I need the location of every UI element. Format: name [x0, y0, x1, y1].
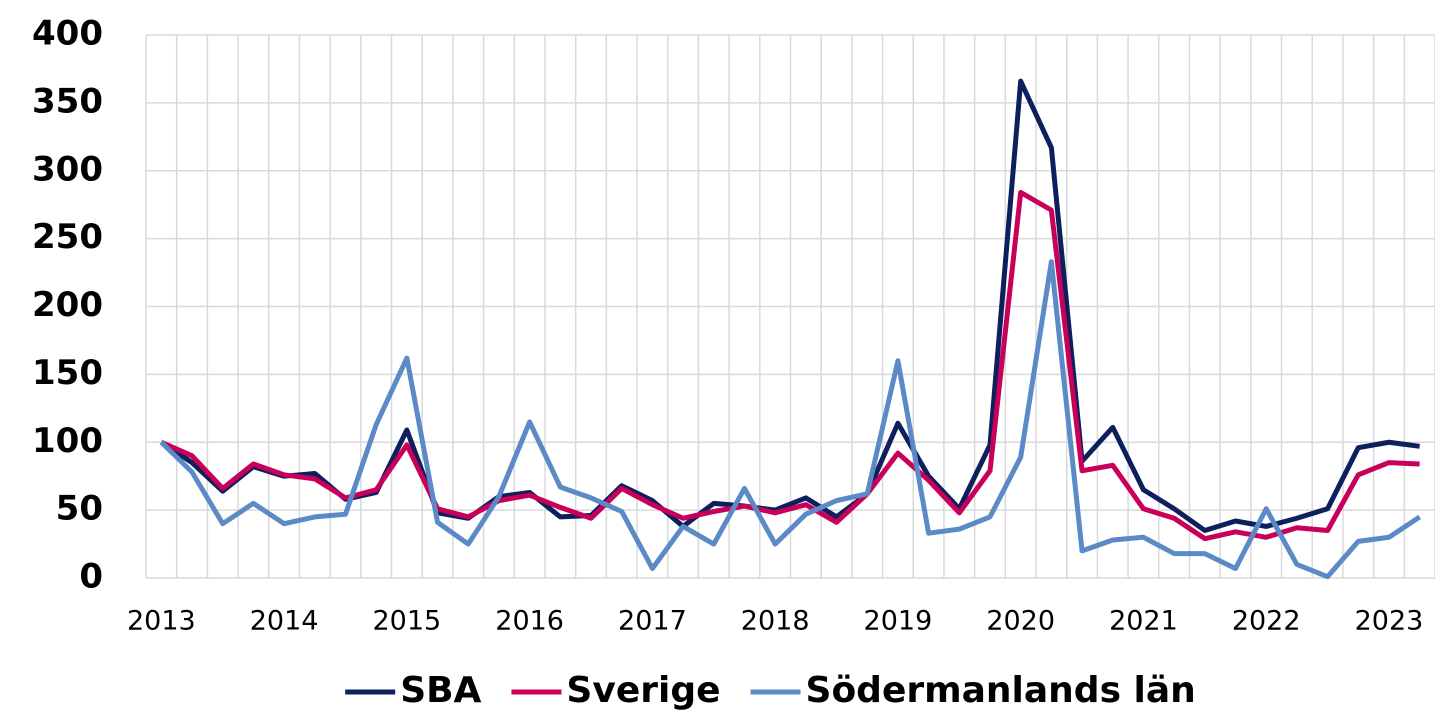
x-tick-label: 2020	[986, 606, 1055, 637]
series-line	[160, 189, 1420, 542]
x-tick-label: 2021	[1109, 606, 1178, 637]
y-tick-label: 100	[32, 421, 103, 461]
x-tick-label: 2022	[1232, 606, 1301, 637]
y-tick-label: 0	[79, 557, 103, 597]
y-tick-label: 350	[32, 81, 103, 121]
x-tick-label: 2019	[864, 606, 933, 637]
legend-label: Sverige	[566, 670, 720, 711]
x-tick-label: 2018	[741, 606, 810, 637]
legend-label: SBA	[400, 670, 481, 711]
x-tick-label: 2017	[618, 606, 687, 637]
y-tick-label: 200	[32, 285, 103, 325]
series-line	[159, 259, 1422, 580]
x-tick-label: 2023	[1355, 606, 1424, 637]
legend-label: Södermanlands län	[806, 670, 1196, 711]
y-tick-label: 250	[32, 217, 103, 257]
y-tick-label: 50	[56, 489, 103, 529]
y-tick-label: 300	[32, 149, 103, 189]
x-tick-label: 2016	[495, 606, 564, 637]
x-tick-label: 2013	[127, 606, 196, 637]
x-tick-label: 2015	[373, 606, 442, 637]
y-tick-label: 400	[32, 14, 103, 54]
x-tick-label: 2014	[250, 606, 319, 637]
y-tick-label: 150	[32, 353, 103, 393]
